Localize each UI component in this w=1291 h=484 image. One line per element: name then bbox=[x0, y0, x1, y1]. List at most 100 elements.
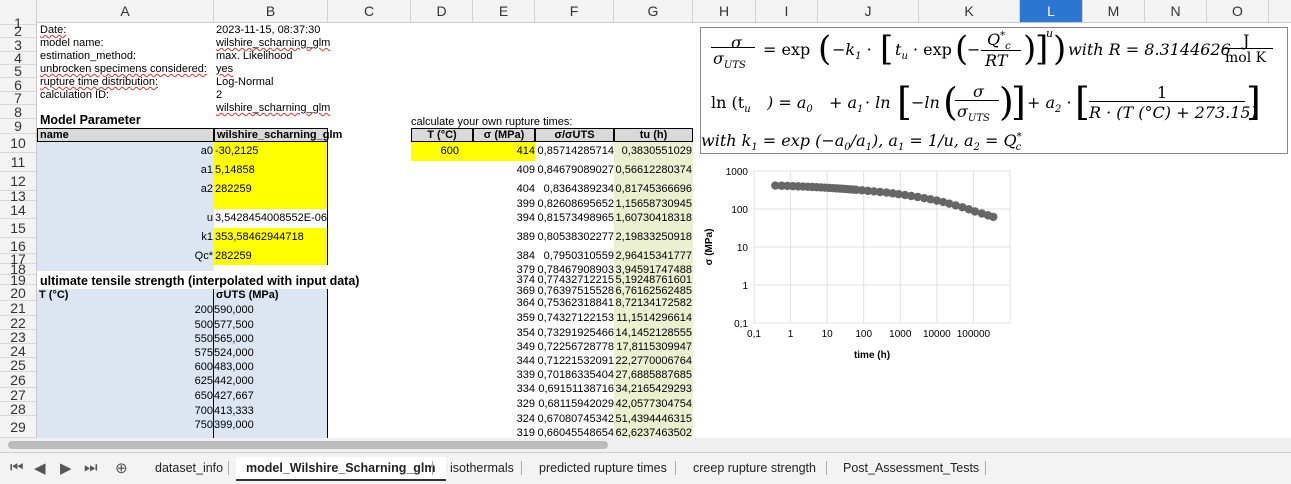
calc-sigma[interactable]: 339 bbox=[516, 369, 535, 381]
calc-header[interactable]: T (°C) bbox=[411, 128, 473, 142]
uts-sigma[interactable]: 427,667 bbox=[214, 389, 328, 404]
corner-select-all[interactable] bbox=[0, 0, 37, 22]
calc-ratio[interactable]: 0,82608695652 bbox=[537, 198, 614, 210]
data-point[interactable] bbox=[945, 199, 954, 208]
col-header-B[interactable]: B bbox=[214, 0, 328, 22]
data-point[interactable] bbox=[907, 191, 916, 201]
sheet-tab[interactable]: isothermals bbox=[450, 461, 514, 475]
calc-sigma[interactable]: 364 bbox=[516, 297, 535, 309]
calc-ratio[interactable]: 0,69151138716 bbox=[538, 383, 614, 395]
uts-temp[interactable]: 625 bbox=[37, 374, 214, 389]
meta-label[interactable]: estimation_method: bbox=[40, 50, 136, 62]
calc-sigma[interactable]: 374 bbox=[516, 274, 535, 286]
calc-tu[interactable]: 34,2165429293 bbox=[614, 382, 693, 397]
calc-tu[interactable]: 2,19833250918 bbox=[614, 228, 693, 247]
row-header[interactable]: 27 bbox=[0, 388, 36, 402]
calc-tu[interactable]: 0,3830551029 bbox=[614, 142, 693, 161]
calc-sigma[interactable]: 319 bbox=[516, 427, 535, 438]
uts-temp[interactable]: 500 bbox=[37, 318, 214, 332]
calc-ratio[interactable]: 0,73291925466 bbox=[537, 327, 614, 339]
meta-value[interactable]: wilshire_scharning_glm bbox=[216, 37, 331, 49]
horizontal-scrollbar[interactable] bbox=[0, 438, 1291, 452]
calc-tu[interactable]: 1,15658730945 bbox=[614, 198, 693, 210]
row-header[interactable]: 23 bbox=[0, 330, 36, 344]
meta-value[interactable]: 2023-11-15, 08:37:30 bbox=[216, 24, 321, 36]
col-header-I[interactable]: I bbox=[756, 0, 818, 22]
param-name[interactable]: k1 bbox=[37, 228, 214, 247]
calc-sigma[interactable]: 389 bbox=[516, 231, 535, 243]
param-value[interactable]: 3,5428454008552E-06 bbox=[214, 209, 328, 228]
calc-ratio[interactable]: 0,74327122153 bbox=[537, 312, 614, 324]
meta-label[interactable]: model name: bbox=[40, 37, 104, 49]
data-point[interactable] bbox=[913, 192, 922, 202]
uts-sigma[interactable]: 565,000 bbox=[214, 332, 328, 346]
param-name[interactable]: u bbox=[37, 209, 214, 228]
param-name[interactable]: Qc* bbox=[37, 247, 214, 265]
data-point[interactable] bbox=[926, 195, 935, 204]
calc-sigma[interactable]: 394 bbox=[516, 212, 535, 224]
data-point[interactable] bbox=[882, 188, 891, 197]
data-point[interactable] bbox=[894, 189, 903, 199]
col-header-N[interactable]: N bbox=[1145, 0, 1207, 22]
meta-label[interactable]: unbrocken specimens considered: bbox=[40, 63, 207, 75]
calc-header[interactable]: σ/σUTS bbox=[535, 128, 614, 142]
calc-tu[interactable]: 8,72134172582 bbox=[614, 296, 693, 311]
calc-tu[interactable]: 62,6237463502 bbox=[614, 426, 693, 438]
calc-sigma[interactable]: 349 bbox=[516, 341, 535, 353]
calc-sigma[interactable]: 324 bbox=[516, 413, 535, 425]
row-header[interactable]: 11 bbox=[0, 153, 36, 172]
col-header-M[interactable]: M bbox=[1083, 0, 1145, 22]
meta-value[interactable]: Log-Normal bbox=[216, 76, 274, 88]
data-point[interactable] bbox=[869, 187, 879, 196]
calc-sigma[interactable]: 359 bbox=[516, 312, 535, 324]
param-value[interactable]: 282259 bbox=[214, 180, 328, 199]
calc-ratio[interactable]: 0,71221532091 bbox=[537, 355, 614, 367]
row-header[interactable]: 29 bbox=[0, 416, 36, 438]
row-header[interactable]: 28 bbox=[0, 402, 36, 416]
calc-ratio[interactable]: 0,66045548654 bbox=[537, 427, 614, 438]
data-point[interactable] bbox=[771, 181, 780, 190]
uts-header-s[interactable]: σUTS (MPa) bbox=[214, 289, 328, 303]
calc-sigma[interactable]: 399 bbox=[516, 198, 535, 210]
calc-sigma[interactable]: 379 bbox=[516, 264, 535, 276]
col-header-K[interactable]: K bbox=[919, 0, 1020, 22]
meta-label[interactable]: calculation ID: bbox=[40, 89, 110, 101]
sheet-tab[interactable]: creep rupture strength bbox=[693, 461, 816, 475]
calc-tu[interactable]: 17,8115309947 bbox=[614, 340, 693, 354]
row-header[interactable]: 26 bbox=[0, 372, 36, 388]
calc-ratio[interactable]: 0,7950310559 bbox=[543, 250, 614, 262]
data-point[interactable] bbox=[970, 207, 980, 216]
data-point[interactable] bbox=[863, 186, 873, 196]
meta-label[interactable]: Date: bbox=[40, 24, 67, 36]
first-sheet-icon[interactable]: ⏮ bbox=[10, 459, 24, 476]
uts-temp[interactable]: 200 bbox=[37, 303, 214, 318]
col-header-E[interactable]: E bbox=[473, 0, 535, 22]
meta-label[interactable]: rupture time distribution: bbox=[40, 76, 158, 88]
formula-image[interactable]: σ σUTS = exp ( −k1 · [ tu · exp ( − Q*c … bbox=[700, 27, 1288, 154]
row-header[interactable]: 12 bbox=[0, 172, 36, 191]
uts-temp[interactable]: 750 bbox=[37, 418, 214, 433]
col-header-J[interactable]: J bbox=[818, 0, 919, 22]
calc-ratio[interactable]: 0,67080745342 bbox=[537, 413, 614, 425]
calc-tu[interactable]: 0,81745366696 bbox=[614, 180, 693, 199]
data-point[interactable] bbox=[951, 201, 961, 210]
data-point[interactable] bbox=[919, 193, 929, 203]
calc-sigma[interactable]: 414 bbox=[473, 142, 535, 161]
row-header[interactable]: 19 bbox=[0, 273, 36, 287]
meta-value[interactable]: max. Likelihood bbox=[216, 50, 293, 62]
col-header-F[interactable]: F bbox=[535, 0, 614, 22]
calc-tu[interactable]: 1,60730418318 bbox=[614, 209, 693, 228]
data-point[interactable] bbox=[958, 203, 967, 212]
row-header[interactable]: 15 bbox=[0, 219, 36, 238]
param-name[interactable]: a1 bbox=[37, 161, 214, 180]
row-header[interactable]: 17 bbox=[0, 252, 36, 266]
row-header[interactable]: 9 bbox=[0, 119, 36, 134]
calc-ratio[interactable]: 0,81573498965 bbox=[537, 212, 614, 224]
col-header-H[interactable]: H bbox=[693, 0, 756, 22]
data-point[interactable] bbox=[932, 196, 942, 205]
row-header[interactable]: 21 bbox=[0, 301, 36, 316]
calc-header[interactable]: tu (h) bbox=[614, 128, 693, 142]
row-header[interactable]: 24 bbox=[0, 344, 36, 358]
col-header-O[interactable]: O bbox=[1207, 0, 1269, 22]
uts-header-t[interactable]: T (°C) bbox=[37, 289, 214, 303]
